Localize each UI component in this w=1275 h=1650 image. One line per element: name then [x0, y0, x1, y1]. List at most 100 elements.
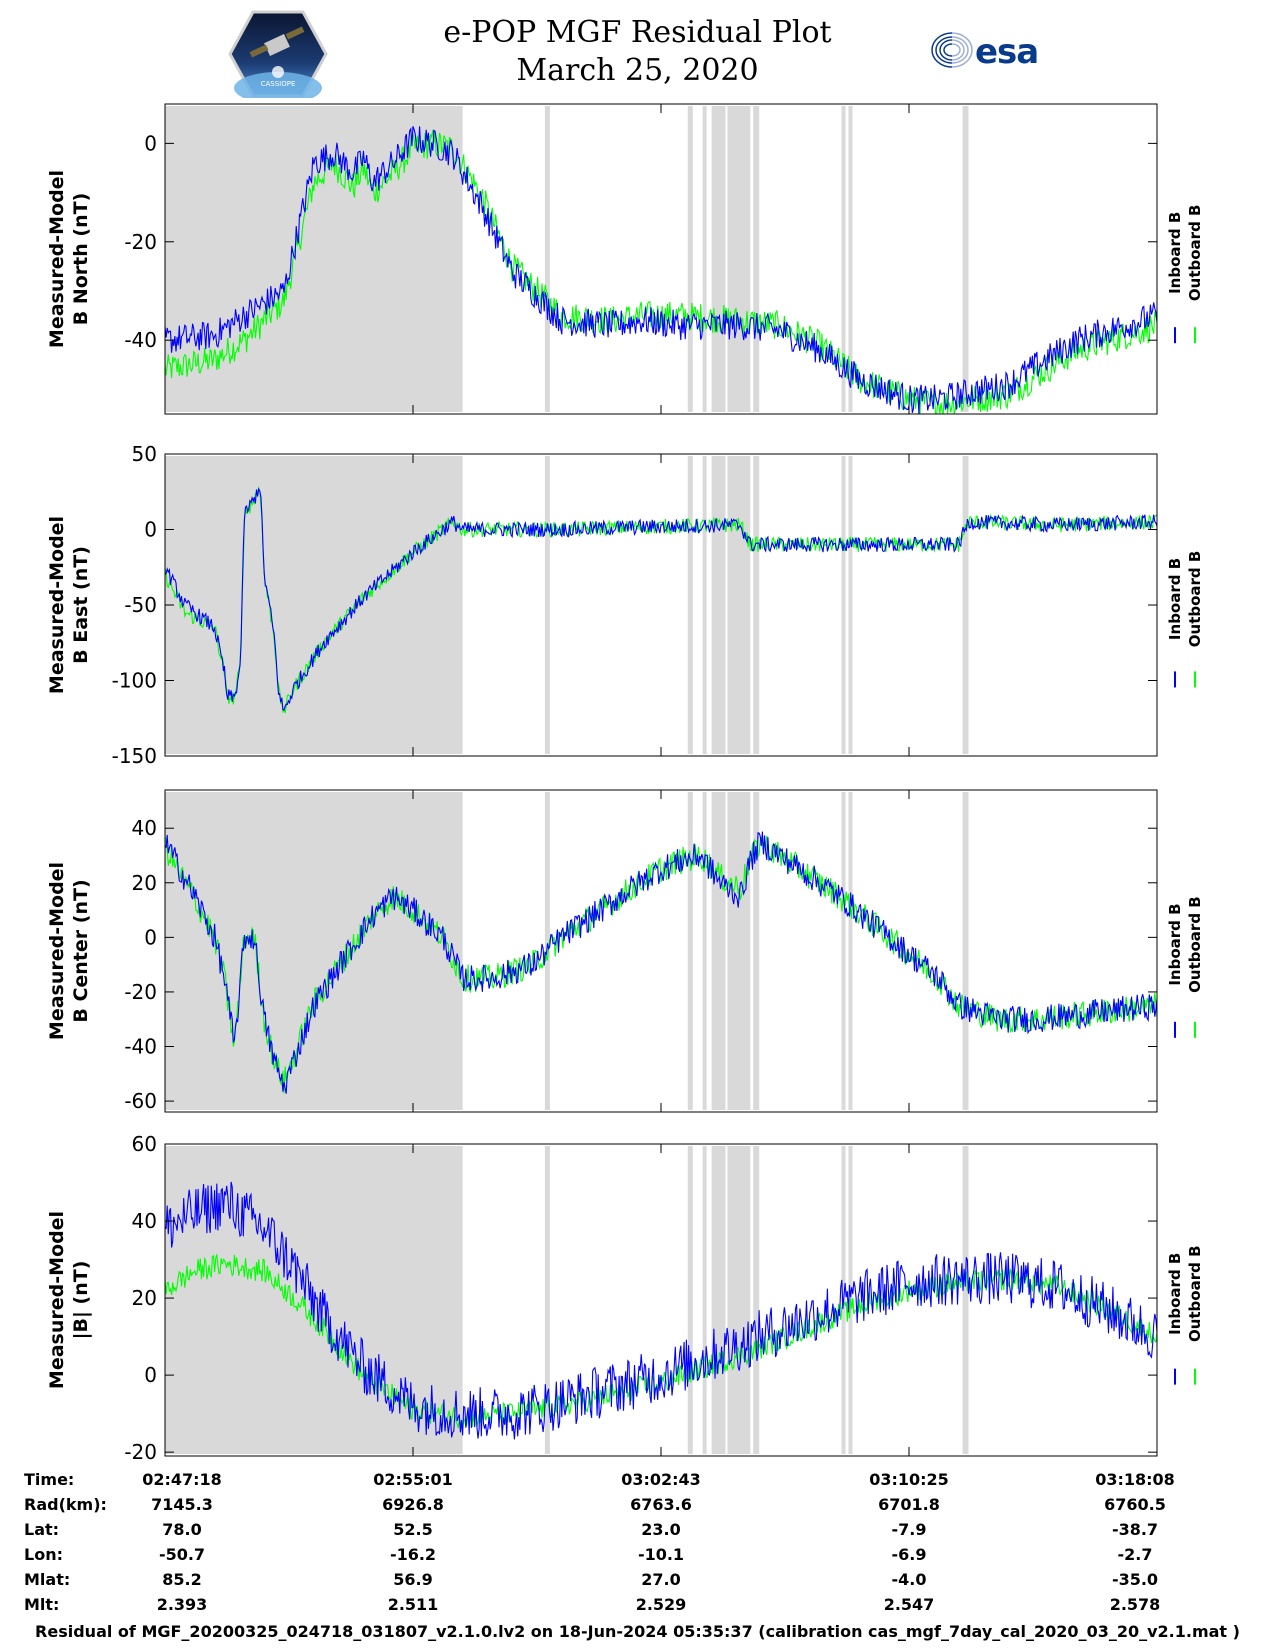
panel-3: 40 20 0 -20 -40 -60 Measured-Model B Center (nT… [46, 789, 1204, 1113]
ephemeris-value: 6760.5 [1104, 1495, 1166, 1514]
ephemeris-value: -50.7 [158, 1545, 206, 1564]
gap-band-2 [687, 1146, 693, 1454]
panel-4: 60 40 20 0 -20 Measured-Model |B| (nT) Inboard … [46, 1132, 1204, 1464]
ephemeris-value: -38.7 [1111, 1520, 1159, 1539]
time-tick-label: 02:47:18 [142, 1470, 222, 1489]
gap-band-3 [702, 456, 707, 754]
ephemeris-value: 7145.3 [151, 1495, 213, 1514]
cassiope-logo: CASSIOPE [228, 10, 328, 104]
ephemeris-value: 2.511 [387, 1595, 439, 1614]
time-tick-label: 02:55:01 [373, 1470, 453, 1489]
gap-band-4 [711, 456, 726, 754]
legend-outboard-label: Outboard B [1186, 205, 1204, 302]
ephemeris-value: 23.0 [641, 1520, 681, 1539]
y-tick-label: 20 [132, 871, 157, 895]
ephemeris-value: 78.0 [162, 1520, 202, 1539]
y-tick-label: 0 [144, 131, 157, 155]
gap-band-4 [711, 792, 726, 1110]
y-tick-label: 0 [144, 925, 157, 949]
y-tick-label: -40 [124, 1035, 157, 1059]
gap-band-4 [711, 1146, 726, 1454]
panel-1: 0 -20 -40 Measured-Model B North (nT) Inboard… [46, 103, 1204, 415]
ephemeris-label: Mlat: [24, 1570, 71, 1589]
gap-band-3 [702, 792, 707, 1110]
gap-band-1 [544, 456, 550, 754]
legend-inboard-label: Inboard B [1166, 1253, 1184, 1335]
y-tick-label: 40 [132, 1209, 157, 1233]
ephemeris-value: 2.578 [1109, 1595, 1161, 1614]
legend-outboard-label: Outboard B [1186, 896, 1204, 993]
ephemeris-value: -7.9 [891, 1520, 927, 1539]
series-inboard-line [164, 487, 1158, 711]
gap-band-4 [711, 106, 726, 412]
time-tick-label: 03:10:25 [869, 1470, 949, 1489]
legend-outboard-label: Outboard B [1186, 1245, 1204, 1342]
gap-band-6 [753, 1146, 760, 1454]
y-tick-label: -20 [124, 230, 157, 254]
gap-band-9 [962, 1146, 969, 1454]
time-tick-label: 03:02:43 [621, 1470, 701, 1489]
ephemeris-value: -6.9 [891, 1545, 927, 1564]
ephemeris-value: 2.529 [635, 1595, 687, 1614]
gap-band-7 [841, 106, 846, 412]
y-axis-label-line1: Measured-Model [46, 862, 68, 1040]
ephemeris-value: 52.5 [393, 1520, 433, 1539]
legend-inboard-label: Inboard B [1166, 558, 1184, 640]
gap-band-6 [753, 792, 760, 1110]
ephemeris-label: Time: [24, 1470, 75, 1489]
ephemeris-value: 2.393 [156, 1595, 208, 1614]
gap-band-5 [727, 792, 751, 1110]
gap-band-1 [544, 1146, 550, 1454]
y-axis-label-line2: |B| (nT) [70, 1261, 92, 1340]
gap-band-3 [702, 106, 707, 412]
gap-band-3 [702, 1146, 707, 1454]
ephemeris-value: -16.2 [389, 1545, 437, 1564]
ephemeris-value: 85.2 [162, 1570, 202, 1589]
y-tick-label: -40 [124, 328, 157, 352]
y-tick-label: 50 [132, 442, 157, 466]
gap-band-1 [544, 792, 550, 1110]
ephemeris-value: 6701.8 [878, 1495, 940, 1514]
y-axis-label-line1: Measured-Model [46, 170, 68, 348]
series-outboard-line [164, 835, 1158, 1094]
y-tick-label: -100 [112, 669, 157, 693]
gap-band-6 [753, 106, 760, 412]
ephemeris-label: Rad(km): [24, 1495, 107, 1514]
y-tick-label: 40 [132, 816, 157, 840]
legend-inboard-label: Inboard B [1166, 212, 1184, 294]
chart-title-line1: e-POP MGF Residual Plot [443, 15, 832, 50]
y-axis-label-line2: B Center (nT) [70, 879, 92, 1022]
chart-title-line2: March 25, 2020 [516, 53, 759, 88]
ephemeris-value: -4.0 [891, 1570, 927, 1589]
y-tick-label: -60 [124, 1089, 157, 1113]
gap-band-9 [962, 792, 969, 1110]
ephemeris-value: -2.7 [1117, 1545, 1153, 1564]
gap-band-5 [727, 106, 751, 412]
gap-band-9 [962, 456, 969, 754]
panel-2: 50 0 -50 -100 -150 Measured-Model B East (nT) I… [46, 442, 1204, 768]
gap-band-7 [841, 456, 846, 754]
y-axis-label-line1: Measured-Model [46, 1211, 68, 1389]
gap-band-2 [687, 106, 693, 412]
y-tick-label: -50 [124, 593, 157, 617]
ephemeris-value: 6926.8 [382, 1495, 444, 1514]
gap-band-0 [165, 106, 463, 412]
gap-band-0 [165, 792, 463, 1110]
series-outboard-line [164, 485, 1158, 714]
gap-band-1 [544, 106, 550, 412]
cassiope-logo-text: CASSIOPE [260, 80, 296, 88]
gap-band-2 [687, 792, 693, 1110]
gap-band-0 [165, 456, 463, 754]
ephemeris-value: 2.547 [883, 1595, 935, 1614]
gap-band-7 [841, 792, 846, 1110]
ephemeris-value: 27.0 [641, 1570, 681, 1589]
ephemeris-value: 6763.6 [630, 1495, 692, 1514]
gap-band-8 [848, 792, 853, 1110]
gap-band-2 [687, 456, 693, 754]
esa-swirl-icon [930, 30, 974, 70]
y-axis-label-line2: B North (nT) [70, 193, 92, 326]
y-tick-label: -20 [124, 1440, 157, 1464]
esa-logo-text: esa [975, 32, 1039, 72]
footer-caption: Residual of MGF_20200325_024718_031807_v… [35, 1622, 1240, 1641]
